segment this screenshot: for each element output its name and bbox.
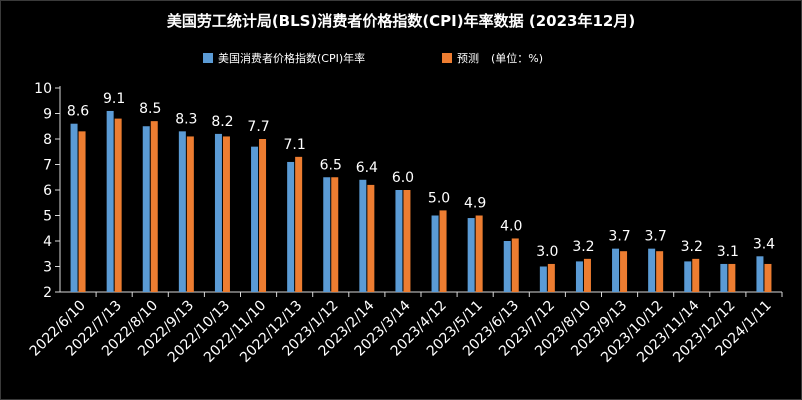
- y-tick-label: 6: [43, 183, 52, 199]
- data-label: 6.4: [356, 160, 378, 176]
- bar-cpi: [106, 110, 114, 292]
- data-label: 4.9: [464, 196, 486, 212]
- chart-legend: 美国消费者价格指数(CPI)年率 预测 (单位：%): [0, 50, 802, 66]
- y-tick-label: 8: [43, 132, 52, 148]
- data-label: 3.4: [753, 236, 775, 252]
- data-label: 7.1: [284, 137, 306, 153]
- bar-forecast: [656, 251, 664, 292]
- data-label: 9.1: [103, 91, 125, 107]
- legend-unit: (单位：%): [491, 52, 544, 65]
- bar-cpi: [287, 161, 295, 292]
- legend-label-cpi: 美国消费者价格指数(CPI)年率: [218, 52, 366, 65]
- bar-forecast: [295, 156, 303, 292]
- bar-cpi: [756, 256, 764, 292]
- data-label: 3.2: [572, 239, 594, 255]
- bar-cpi: [142, 126, 150, 292]
- y-tick-label: 2: [43, 285, 52, 301]
- legend-swatch-forecast: [442, 53, 452, 63]
- bar-forecast: [728, 263, 736, 292]
- data-label: 3.7: [645, 229, 667, 245]
- bar-cpi: [359, 179, 367, 292]
- data-label: 6.5: [320, 157, 342, 173]
- bar-cpi: [70, 123, 78, 292]
- legend-item-forecast: 预测 (单位：%): [442, 50, 543, 66]
- bar-cpi: [720, 263, 728, 292]
- y-tick-label: 7: [43, 158, 52, 174]
- bar-forecast: [367, 184, 375, 292]
- bar-cpi: [178, 131, 186, 292]
- data-label: 8.3: [175, 111, 197, 127]
- bar-forecast: [259, 139, 267, 292]
- bar-forecast: [511, 238, 519, 292]
- data-label: 3.7: [608, 229, 630, 245]
- bar-forecast: [475, 215, 483, 292]
- bar-cpi: [684, 261, 692, 292]
- bar-forecast: [547, 263, 555, 292]
- bar-forecast: [78, 131, 86, 292]
- data-label: 5.0: [428, 190, 450, 206]
- bar-forecast: [186, 136, 194, 292]
- bar-forecast: [764, 263, 772, 292]
- bar-cpi: [431, 215, 439, 292]
- bar-cpi: [323, 177, 331, 292]
- bar-forecast: [620, 251, 628, 292]
- bar-cpi: [467, 218, 475, 292]
- y-tick-label: 4: [43, 234, 52, 250]
- y-tick-label: 5: [43, 209, 52, 225]
- data-label: 8.6: [67, 104, 89, 120]
- data-label: 3.2: [681, 239, 703, 255]
- bar-forecast: [222, 136, 230, 292]
- bar-cpi: [648, 248, 656, 292]
- bar-forecast: [114, 118, 122, 292]
- bar-forecast: [403, 190, 411, 292]
- legend-label-forecast: 预测: [457, 52, 479, 65]
- bar-forecast: [583, 258, 591, 292]
- bar-forecast: [439, 210, 447, 292]
- data-label: 6.0: [392, 170, 414, 186]
- bar-cpi: [612, 248, 620, 292]
- bar-forecast: [150, 121, 158, 293]
- bar-cpi: [503, 241, 511, 292]
- bar-forecast: [692, 258, 700, 292]
- bar-forecast: [331, 177, 339, 292]
- legend-swatch-cpi: [203, 53, 213, 63]
- bar-cpi: [395, 190, 403, 292]
- data-label: 8.5: [139, 101, 161, 117]
- bar-cpi: [214, 133, 222, 292]
- y-tick-label: 10: [34, 81, 52, 97]
- data-label: 3.0: [536, 244, 558, 260]
- bar-cpi: [539, 266, 547, 292]
- y-tick-label: 3: [43, 260, 52, 276]
- legend-item-cpi: 美国消费者价格指数(CPI)年率: [203, 50, 365, 66]
- data-label: 7.7: [247, 119, 269, 135]
- bar-cpi: [251, 146, 259, 292]
- data-label: 3.1: [717, 244, 739, 260]
- data-label: 4.0: [500, 218, 522, 234]
- y-tick-label: 9: [43, 107, 52, 123]
- bar-cpi: [575, 261, 583, 292]
- data-label: 8.2: [211, 114, 233, 130]
- chart-title: 美国劳工统计局(BLS)消费者价格指数(CPI)年率数据 (2023年12月): [166, 12, 636, 30]
